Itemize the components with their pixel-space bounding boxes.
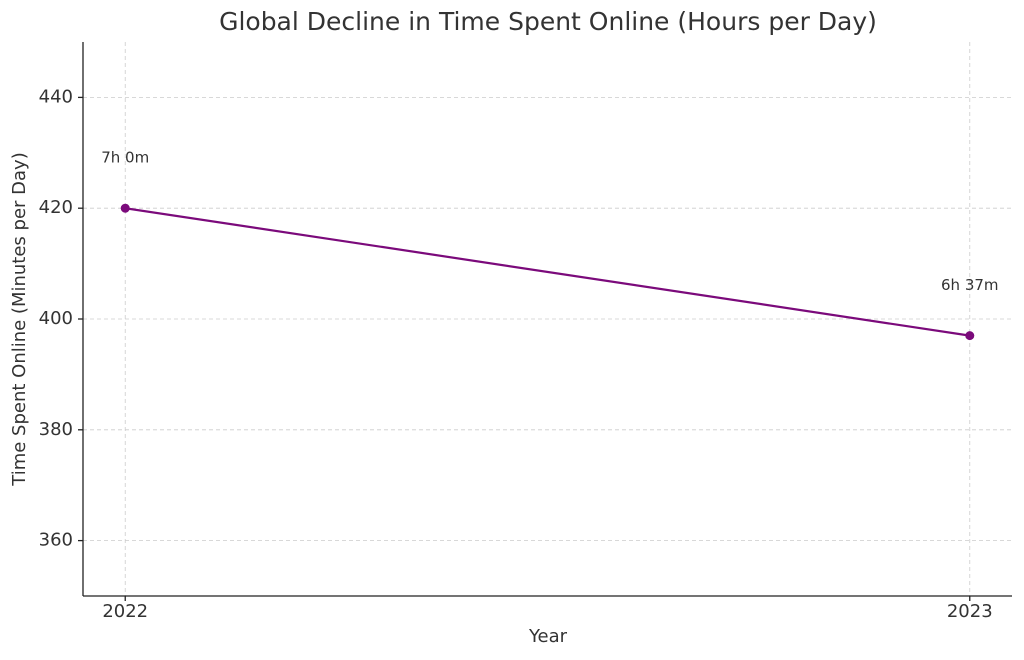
y-tick-label: 400 [39, 308, 73, 329]
point [965, 331, 975, 341]
y-tick-label: 380 [39, 419, 73, 440]
x-tick-label: 2022 [102, 601, 148, 622]
y-tick-label: 360 [39, 530, 73, 551]
y-axis-label: Time Spent Online (Minutes per Day) [9, 152, 30, 486]
value-label: 7h 0m [101, 149, 149, 167]
line [125, 207, 970, 337]
x-tick-label: 2023 [947, 601, 993, 622]
point [120, 203, 130, 213]
y-tick-label: 440 [39, 86, 73, 107]
y-tick-label: 420 [39, 197, 73, 218]
value-label: 6h 37m [941, 276, 999, 294]
x-axis-label: Year [528, 626, 568, 647]
chart-title: Global Decline in Time Spent Online (Hou… [219, 7, 877, 36]
